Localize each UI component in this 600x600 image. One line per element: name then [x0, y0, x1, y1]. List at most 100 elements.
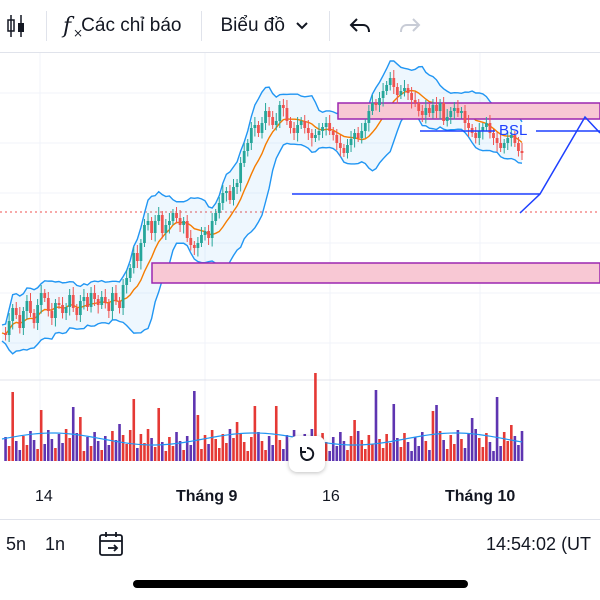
range-1n-button[interactable]: 1n [45, 534, 66, 554]
volume-bar [235, 422, 239, 461]
bollinger-upper [1, 60, 523, 326]
volume-bar [82, 451, 86, 461]
volume-bar [100, 450, 104, 461]
reset-chart-button[interactable] [289, 436, 325, 472]
redo-button[interactable] [398, 0, 422, 52]
candle-body [111, 293, 114, 311]
volume-bar [420, 432, 424, 461]
candle-body [388, 78, 392, 85]
candle-body [54, 303, 57, 318]
candle-body [260, 123, 264, 133]
demand-zone [151, 262, 600, 284]
volume-bar [121, 435, 125, 461]
candle-body [139, 243, 143, 261]
volume-bar [114, 440, 118, 461]
indicators-button[interactable]: f × Các chỉ báo [63, 0, 182, 52]
volume-bar [79, 417, 82, 461]
volume-bar [25, 445, 29, 461]
volume-bar [502, 432, 506, 461]
volume-bar [11, 392, 14, 461]
candle-body [32, 313, 36, 323]
volume-bar [349, 436, 353, 461]
candles-icon[interactable] [0, 0, 32, 52]
volume-bar [346, 450, 349, 461]
volume-bar [467, 434, 470, 461]
candle-body [306, 128, 310, 133]
volume-bar [477, 438, 481, 461]
volume-bar [403, 433, 406, 461]
candle-body [153, 221, 157, 233]
volume-bar [257, 432, 260, 461]
price-chart[interactable]: BSL [0, 53, 600, 518]
volume-bar [111, 431, 114, 461]
candle-body [203, 231, 207, 235]
candle-body [239, 163, 243, 183]
candle-body [502, 143, 506, 148]
volume-bar [488, 442, 492, 461]
volume-bar [214, 439, 217, 461]
candle-body [506, 138, 510, 143]
candle-body [89, 293, 93, 307]
candle-body [182, 221, 186, 225]
volume-bar [492, 451, 495, 461]
volume-bar [360, 440, 364, 461]
candle-body [82, 297, 86, 301]
candle-body [61, 305, 64, 313]
candle-body [296, 125, 300, 133]
candle-body [517, 143, 520, 151]
volume-bar [107, 445, 111, 461]
candle-body [460, 111, 463, 113]
goto-date-icon[interactable] [97, 530, 127, 563]
volume-bar [367, 435, 371, 461]
volume-bar [96, 441, 100, 461]
volume-bar [242, 442, 246, 461]
candle-body [146, 221, 150, 225]
volume-bar [442, 440, 445, 461]
volume-bar [175, 432, 178, 461]
candle-body [36, 305, 40, 323]
volume-bar [250, 437, 253, 461]
candle-body [484, 123, 488, 127]
volume-bar [285, 435, 289, 461]
chart-type-dropdown[interactable]: Biểu đồ [221, 0, 309, 52]
volume-bar [207, 444, 210, 461]
volume-bar [185, 436, 189, 461]
volume-bar [406, 442, 410, 461]
volume-bar [221, 434, 225, 461]
candle-body [467, 123, 470, 128]
candle-body [314, 135, 317, 138]
volume-bar [453, 444, 456, 461]
candle-body [424, 108, 428, 115]
volume-bar [143, 443, 146, 461]
volume-bar [93, 432, 96, 461]
volume-bar [517, 445, 520, 461]
candle-body [150, 221, 153, 233]
bollinger-fill [2, 60, 522, 354]
top-toolbar: f × Các chỉ báo Biểu đồ [0, 0, 600, 53]
volume-bar [374, 390, 378, 461]
volume-bar [460, 439, 463, 461]
candle-body [217, 203, 221, 213]
candle-body [14, 308, 18, 315]
undo-button[interactable] [348, 0, 372, 52]
volume-bar [324, 442, 328, 461]
candle-body [360, 131, 364, 138]
volume-bar [264, 450, 267, 461]
volume-bar [193, 391, 196, 461]
volume-bar [125, 444, 128, 461]
candle-body [399, 91, 403, 95]
volume-bar [136, 448, 139, 461]
candle-body [338, 143, 342, 148]
candle-body [71, 295, 75, 308]
candle-body [167, 221, 171, 225]
candle-body [135, 253, 139, 261]
chevron-down-icon [296, 22, 308, 30]
candle-body [128, 268, 132, 278]
candle-body [232, 187, 235, 200]
candle-body [420, 111, 424, 115]
volume-bar [388, 443, 392, 461]
volume-bar [200, 449, 203, 461]
range-5n-button[interactable]: 5n [6, 534, 27, 554]
volume-bar [431, 411, 435, 461]
candle-body [7, 321, 11, 335]
